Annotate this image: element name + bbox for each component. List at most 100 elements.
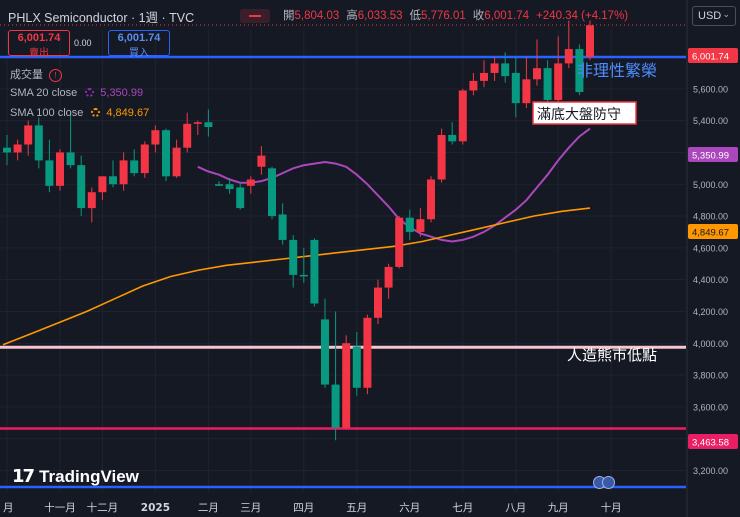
candle-body: [87, 192, 96, 209]
candle-body: [586, 25, 594, 58]
price-tick-label: 4,000.00: [693, 339, 728, 349]
annotation-box-label: 滿底大盤防守: [537, 107, 621, 123]
price-tick-label: 5,600.00: [693, 84, 728, 94]
annotation-irrational-exuberance: 非理性繁榮: [577, 61, 657, 80]
open-label: 開: [283, 10, 295, 22]
time-tick-label: 二月: [198, 502, 219, 514]
chevron-down-icon: ⌄: [722, 9, 730, 19]
price-tick-label: 3,200.00: [693, 466, 728, 476]
candle-body: [331, 384, 340, 428]
candle-body: [225, 184, 234, 190]
price-tick-label: 5,400.00: [693, 116, 728, 126]
candle-body: [268, 168, 276, 217]
candle-body: [162, 130, 170, 177]
candle-body: [66, 152, 75, 166]
price-tick-label: 4,600.00: [693, 243, 728, 253]
candle-body: [416, 219, 425, 232]
candle-body: [575, 49, 584, 93]
change-value: +240.34 (+4.17%): [536, 10, 629, 22]
time-tick-label: 十月: [601, 501, 622, 514]
currency-label: USD: [698, 10, 722, 22]
candle-body: [183, 123, 192, 148]
sma20-tag-text: 5,350.99: [692, 151, 729, 162]
low-line-tag-text: 3,463.58: [692, 438, 729, 449]
ohlc-readout: 開5,804.03 高6,033.53 低5,776.01 收6,001.74 +240…: [283, 7, 635, 23]
low-value: 5,776.01: [421, 10, 466, 22]
candle-body: [384, 266, 393, 288]
candle-body: [363, 317, 372, 388]
candle-body: [501, 63, 510, 77]
time-tick-label: 九月: [548, 502, 569, 514]
price-tick-label: 4,400.00: [693, 275, 728, 285]
candle-body: [427, 179, 435, 220]
candle-body: [310, 239, 319, 304]
volume-indicator[interactable]: 成交量!: [10, 66, 62, 82]
high-label: 高: [346, 10, 358, 22]
sma100-label: SMA 100 close: [10, 107, 84, 119]
sma100-tag: [688, 224, 738, 239]
candle-body: [119, 160, 128, 185]
sell-label: 賣出: [29, 48, 49, 59]
candle-body: [77, 165, 86, 209]
buy-button[interactable]: 6,001.74 買入: [108, 30, 170, 59]
time-tick-label: 十一月: [44, 501, 76, 514]
price-tick-label: 4,800.00: [693, 212, 728, 222]
buy-price: 6,001.74: [117, 32, 161, 44]
buy-label: 買入: [129, 48, 149, 59]
sell-button[interactable]: 6,001.74 賣出: [8, 30, 70, 59]
earnings-event-icon[interactable]: [602, 476, 615, 489]
price-tick-label: 3,800.00: [693, 371, 728, 381]
candle-body: [130, 160, 139, 174]
sma20-line: [197, 127, 591, 243]
candle-body: [490, 63, 499, 73]
candle-body: [321, 319, 329, 385]
sma100-line: [2, 207, 591, 346]
time-axis[interactable]: 月 十一月 十二月 2025 二月 三月 四月 五月 六月 七月 八月 九月 十月: [3, 501, 622, 514]
tradingview-logo[interactable]: 𝟭𝟳 TradingView: [12, 466, 139, 487]
annotation-artificial-bear-low: 人造熊市低點: [567, 346, 657, 364]
time-tick-label: 六月: [399, 502, 420, 514]
price-tick-label: 5,000.00: [693, 180, 728, 190]
candle-body: [236, 187, 245, 209]
candle-body: [405, 217, 414, 232]
candle-body: [98, 176, 107, 193]
candle-body: [511, 72, 520, 104]
candle-body: [299, 274, 308, 277]
loading-icon: [91, 108, 101, 117]
sma20-indicator[interactable]: SMA 20 close 5,350.99: [10, 87, 143, 99]
candles: [3, 20, 594, 441]
candle-body: [564, 49, 573, 64]
symbol-title[interactable]: PHLX Semiconductor · 1週 · TVC: [8, 11, 195, 25]
candle-body: [3, 147, 11, 153]
sma100-indicator[interactable]: SMA 100 close 4,849.67: [10, 107, 149, 119]
price-axis[interactable]: 3,200.003,400.003,600.003,800.004,000.00…: [693, 53, 728, 476]
candle-body: [34, 125, 43, 161]
candle-body: [522, 79, 531, 104]
last-price-tag: [688, 48, 738, 63]
chart-toggle-button[interactable]: [240, 9, 270, 23]
warning-icon[interactable]: !: [49, 69, 62, 82]
candle-body: [342, 343, 351, 428]
sma20-label: SMA 20 close: [10, 87, 78, 99]
time-tick-label: 七月: [452, 502, 473, 514]
candle-body: [352, 346, 361, 388]
candle-body: [395, 217, 404, 267]
low-line-tag: [688, 434, 738, 449]
price-tags: 6,001.74 5,350.99 4,849.67 3,463.58: [688, 48, 738, 449]
candle-body: [45, 160, 54, 186]
candle-body: [257, 155, 266, 167]
currency-select[interactable]: USD ⌄: [692, 6, 736, 26]
tradingview-mark-icon: 𝟭𝟳: [12, 466, 35, 486]
candle-body: [172, 147, 181, 177]
sma100-tag-text: 4,849.67: [692, 228, 729, 239]
candle-body: [289, 239, 298, 275]
time-tick-label: 四月: [293, 502, 314, 514]
high-value: 6,033.53: [357, 10, 403, 22]
candle-body: [140, 144, 149, 174]
low-label: 低: [409, 10, 422, 22]
candle-body: [554, 63, 563, 100]
price-tick-label: 3,600.00: [693, 402, 728, 412]
close-label: 收: [472, 10, 485, 22]
volume-label: 成交量: [10, 69, 43, 81]
